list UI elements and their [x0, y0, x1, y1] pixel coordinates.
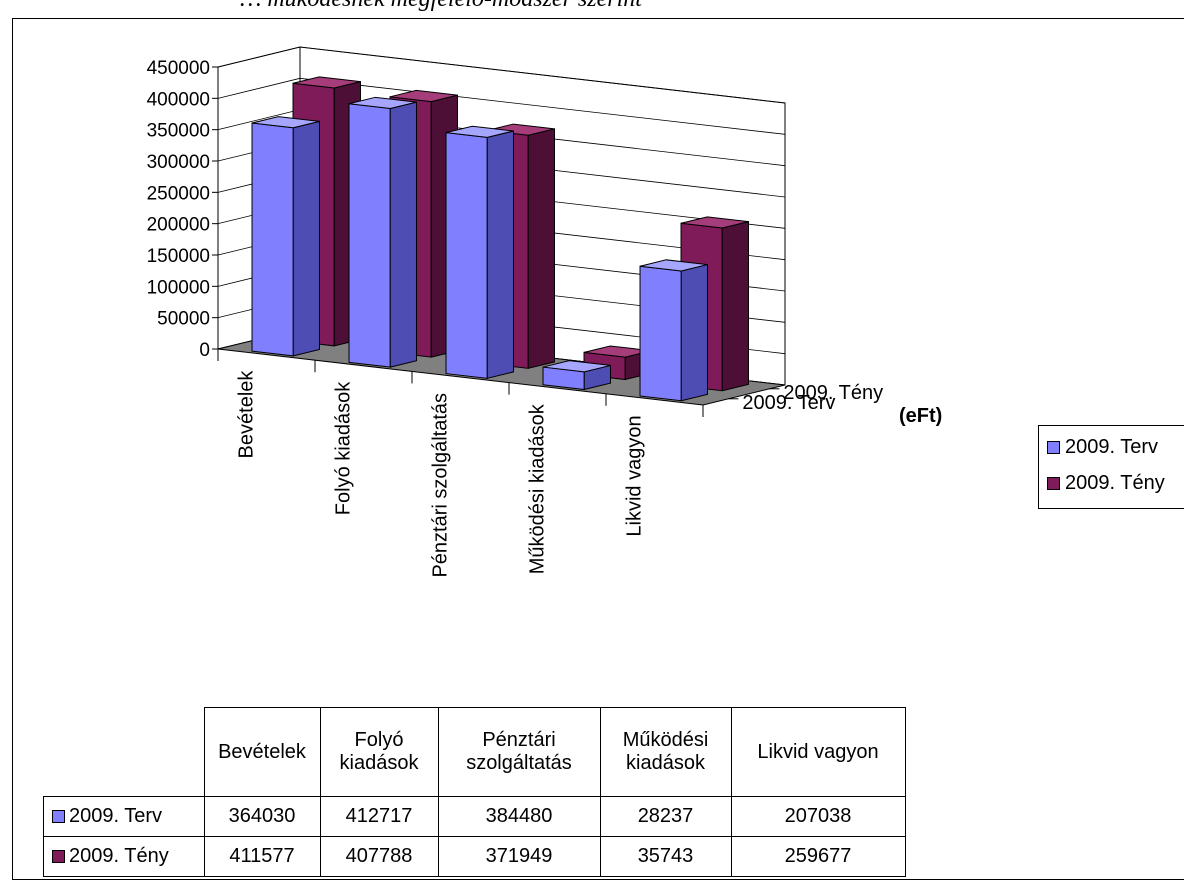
- table-row: 2009. Tény 411577 407788 371949 35743 25…: [43, 836, 906, 877]
- bar-terv-front: [348, 103, 391, 368]
- data-table: Bevételek Folyó kiadások Pénztári szolgá…: [43, 707, 906, 877]
- bar-chart-3d: 0 50000 100000 150000 200000 250000 300000 3500…: [147, 46, 883, 578]
- category-label: Likvid vagyon: [624, 415, 646, 536]
- bar-terv-side: [292, 120, 320, 357]
- bar-teny-top: [292, 76, 361, 89]
- y-tick-label: 350000: [147, 121, 210, 142]
- unit-label: (eFt): [899, 405, 943, 427]
- y-tick-label: 300000: [147, 152, 210, 173]
- category-label: Folyó kiadások: [333, 381, 355, 515]
- y-tick-label: 150000: [147, 246, 210, 267]
- bar-terv-side: [389, 101, 417, 368]
- category-label: Bevételek: [236, 370, 258, 459]
- bar-teny-top: [680, 216, 749, 229]
- table-row-label: 2009. Tény: [69, 845, 169, 867]
- table-swatch-terv: [52, 810, 65, 824]
- bar-terv-top: [348, 96, 417, 109]
- legend-label-teny: 2009. Tény: [1065, 472, 1165, 494]
- table-header-cell: Folyó kiadások: [319, 707, 439, 797]
- table-cell: 35743: [599, 836, 732, 877]
- y-tick-label: 400000: [147, 89, 210, 110]
- bar-terv-top: [542, 360, 611, 373]
- bar-terv-top: [639, 259, 708, 272]
- bar-terv-top: [445, 125, 514, 138]
- table-header-row: Bevételek Folyó kiadások Pénztári szolgá…: [43, 707, 906, 797]
- y-tick-label: 50000: [157, 309, 210, 330]
- table-cell: 407788: [319, 836, 439, 877]
- bar-terv-side: [680, 263, 708, 402]
- y-tick-label: 0: [199, 340, 210, 361]
- table-corner: [43, 707, 205, 797]
- table-row-label: 2009. Terv: [69, 805, 163, 827]
- table-cell: 28237: [599, 796, 732, 837]
- table-header-cell: Működési kiadások: [599, 707, 732, 797]
- bar-teny-top: [486, 123, 555, 136]
- table-cell: 371949: [437, 836, 601, 877]
- table-cell: 412717: [319, 796, 439, 837]
- series-axis-label: 2009. Terv: [742, 392, 835, 414]
- gridline: [217, 46, 786, 104]
- table-cell: 207038: [730, 796, 906, 837]
- legend-swatch-terv: [1047, 441, 1060, 454]
- gridline: [217, 77, 786, 135]
- bar-teny-top: [389, 89, 458, 103]
- page-caption: … működésnek megfelelő-módszer szerint: [240, 0, 642, 13]
- table-cell: 411577: [203, 836, 321, 877]
- table-row: 2009. Terv 364030 412717 384480 28237 20…: [43, 796, 906, 837]
- table-row-header: 2009. Tény: [43, 836, 205, 877]
- table-swatch-teny: [52, 850, 65, 864]
- table-header-cell: Likvid vagyon: [730, 707, 906, 797]
- table-header-cell: Pénztári szolgáltatás: [437, 707, 601, 797]
- bar-terv-front: [639, 265, 682, 402]
- table-cell: 384480: [437, 796, 601, 837]
- category-label: Pénztári szolgáltatás: [430, 393, 452, 578]
- category-label: Működési kiadások: [527, 403, 549, 574]
- table-header-cell: Bevételek: [203, 707, 321, 797]
- bar-teny-side: [527, 128, 555, 369]
- y-tick-label: 250000: [147, 183, 210, 204]
- legend-swatch-teny: [1047, 477, 1060, 490]
- legend-item-teny: 2009. Tény: [1047, 472, 1165, 495]
- y-tick-label: 100000: [147, 277, 210, 298]
- bar-terv-top: [251, 116, 320, 129]
- y-tick-label: 450000: [147, 58, 210, 79]
- bar-terv-front: [251, 122, 294, 357]
- chart-legend: 2009. Terv 2009. Tény: [1038, 425, 1184, 509]
- table-cell: 259677: [730, 836, 906, 877]
- bar-terv-front: [445, 132, 488, 379]
- bar-terv-side: [486, 130, 514, 379]
- bar-teny-side: [721, 220, 749, 392]
- chart-frame: 0 50000 100000 150000 200000 250000 300000 3500…: [12, 18, 1184, 880]
- table-row-header: 2009. Terv: [43, 796, 205, 837]
- series-axis-label: 2009. Tény: [783, 382, 883, 404]
- legend-item-terv: 2009. Terv: [1047, 436, 1158, 459]
- table-cell: 364030: [203, 796, 321, 837]
- legend-label-terv: 2009. Terv: [1065, 436, 1159, 458]
- y-tick-label: 200000: [147, 215, 210, 236]
